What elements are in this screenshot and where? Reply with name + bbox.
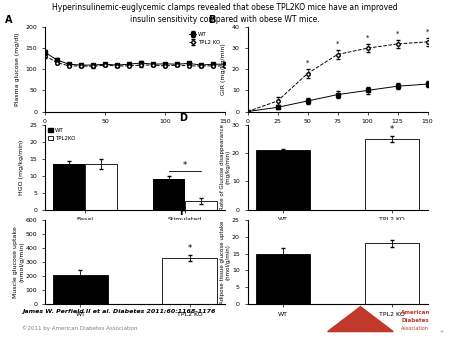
- Text: *: *: [183, 161, 187, 170]
- Bar: [53, 275, 108, 304]
- Text: *: *: [390, 125, 394, 134]
- Text: *: *: [187, 244, 192, 253]
- Polygon shape: [328, 307, 393, 332]
- Text: ©2011 by American Diabetes Association: ©2011 by American Diabetes Association: [22, 325, 138, 331]
- Text: *: *: [306, 60, 309, 66]
- Text: A: A: [5, 15, 13, 25]
- Text: American: American: [400, 310, 430, 315]
- Bar: [256, 150, 310, 210]
- Text: F: F: [179, 208, 186, 217]
- X-axis label: Time (Min): Time (Min): [319, 130, 356, 136]
- Text: *: *: [426, 28, 429, 34]
- Bar: [85, 164, 117, 210]
- Text: Association: Association: [401, 326, 429, 331]
- Y-axis label: Rate of Glucose disappearance
(mg/kg/min): Rate of Glucose disappearance (mg/kg/min…: [220, 124, 230, 210]
- Text: Hyperinsulinemic-euglycemic clamps revealed that obese TPL2KO mice have an impro: Hyperinsulinemic-euglycemic clamps revea…: [52, 3, 398, 13]
- Text: insulin sensitivity compared with obese WT mice.: insulin sensitivity compared with obese …: [130, 15, 320, 24]
- Text: B: B: [208, 15, 215, 25]
- Text: *: *: [396, 30, 399, 37]
- Text: D: D: [179, 113, 187, 123]
- Bar: [53, 164, 85, 210]
- Text: *: *: [366, 35, 369, 41]
- Bar: [162, 258, 217, 304]
- X-axis label: Time (Min): Time (Min): [117, 130, 153, 136]
- Text: *: *: [336, 41, 339, 47]
- Bar: [185, 201, 217, 210]
- Bar: [153, 179, 185, 210]
- Text: James W. Perfield II et al. Diabetes 2011;60:1168-1176: James W. Perfield II et al. Diabetes 201…: [22, 309, 216, 314]
- Bar: [256, 254, 310, 304]
- Y-axis label: HGO (mg/kg/min): HGO (mg/kg/min): [19, 140, 24, 195]
- Y-axis label: Plasma glucose (mg/dl): Plasma glucose (mg/dl): [15, 32, 20, 106]
- Bar: [365, 139, 419, 210]
- Legend: WT, TPL2 KO: WT, TPL2 KO: [187, 30, 222, 47]
- Bar: [365, 243, 419, 304]
- Text: ®: ®: [440, 330, 444, 334]
- Y-axis label: GIR (mg/kg/min): GIR (mg/kg/min): [221, 43, 226, 95]
- Y-axis label: Muscle glucose uptake
(nmol/g/min): Muscle glucose uptake (nmol/g/min): [14, 226, 24, 298]
- Legend: WT, TPL2KO: WT, TPL2KO: [48, 128, 76, 141]
- Text: Diabetes: Diabetes: [401, 318, 429, 323]
- Y-axis label: Adipose tissue glucose uptake
(nmol/g/min): Adipose tissue glucose uptake (nmol/g/mi…: [220, 220, 230, 304]
